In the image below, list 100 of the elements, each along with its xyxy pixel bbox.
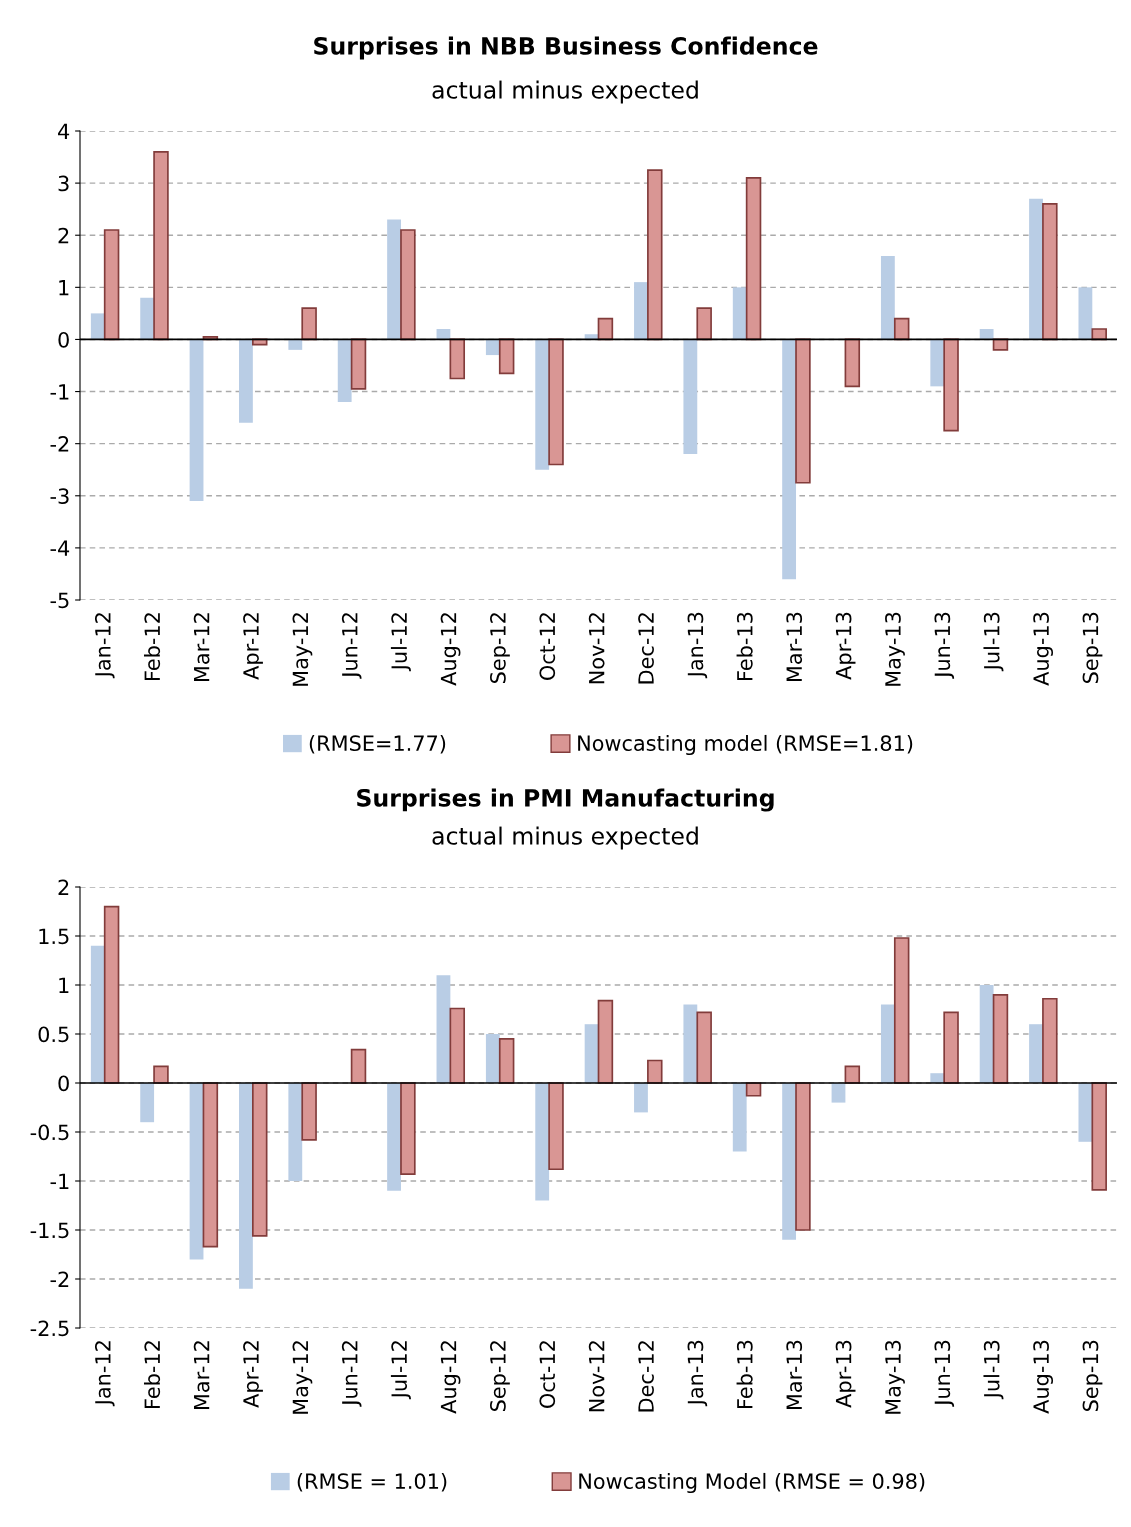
bar (140, 297, 155, 340)
x-tick-label: Feb-13 (736, 612, 753, 680)
bar (647, 1059, 663, 1084)
bar (535, 1083, 550, 1201)
bar (992, 993, 1009, 1084)
x-tick-label: Feb-13 (736, 1340, 753, 1408)
bar (400, 229, 416, 341)
x-tick-label: Apr-13 (835, 612, 856, 680)
bar (288, 1083, 303, 1181)
bar (795, 1082, 811, 1231)
x-tick-label: Aug-12 (440, 613, 461, 686)
x-tick-label: Jan-12 (94, 613, 115, 679)
bar (288, 339, 303, 350)
x-tick-label: Sep-12 (490, 613, 510, 684)
bar (1042, 203, 1058, 341)
bar (498, 1038, 515, 1084)
bar (350, 338, 367, 390)
x-tick-label: May-12 (292, 613, 313, 686)
x-tick-label: Jan-12 (94, 1341, 115, 1407)
bar (548, 1082, 564, 1171)
x-tick-label: Dec-12 (638, 1341, 654, 1412)
x-tick-label: Jun-12 (341, 1341, 362, 1407)
bar (498, 338, 515, 375)
x-tick-label: Jul-13 (983, 612, 1004, 672)
x-tick-label: May-13 (885, 612, 905, 686)
bar (634, 1083, 648, 1113)
y-tick-label: -2 (50, 436, 69, 452)
bar (1029, 1024, 1043, 1083)
bar (880, 1004, 895, 1083)
y-tick-label: -1 (50, 384, 69, 400)
x-tick-label: Jan-13 (687, 1340, 708, 1407)
bar (485, 1034, 500, 1083)
bar (647, 169, 663, 341)
x-tick-label: Feb-12 (143, 613, 161, 680)
y-tick-label: 0.5 (38, 1026, 69, 1043)
bar (337, 339, 352, 402)
bar (795, 338, 811, 484)
y-tick-label: 4 (58, 123, 70, 139)
x-tick-label: Jun-13 (934, 612, 955, 679)
x-tick-label: May-13 (885, 1340, 905, 1414)
x-tick-label: Sep-13 (1082, 1340, 1103, 1412)
y-tick-label: 3 (58, 175, 69, 192)
bar (103, 229, 120, 341)
bar (449, 338, 466, 380)
legend-label: Nowcasting model (RMSE=1.81) (578, 734, 913, 756)
bar (696, 307, 712, 341)
x-tick-label: Jun-12 (341, 613, 362, 679)
bar (745, 177, 762, 341)
bar (1042, 997, 1058, 1084)
bar (350, 1048, 367, 1084)
y-tick-label: -1.5 (30, 1222, 69, 1239)
bar (239, 1083, 253, 1289)
bar (683, 339, 698, 455)
x-tick-label: Aug-12 (440, 1341, 461, 1414)
x-tick-label: Jul-12 (390, 613, 411, 672)
y-tick-label: 0 (58, 331, 69, 348)
bar (732, 287, 747, 340)
x-tick-label: Jan-13 (687, 612, 708, 679)
bar (387, 1083, 401, 1191)
bar (696, 1011, 712, 1084)
x-tick-label: Nov-12 (588, 1341, 605, 1412)
bar (251, 1082, 268, 1237)
bar (301, 307, 317, 341)
y-tick-label: 2 (58, 879, 69, 895)
bar (189, 339, 204, 501)
x-tick-label: Jun-13 (934, 1340, 955, 1407)
bar (732, 1083, 747, 1152)
x-tick-label: Oct-12 (539, 1341, 556, 1408)
y-tick-label: -2 (50, 1271, 69, 1287)
bar (844, 338, 861, 388)
bar (485, 339, 500, 356)
bar (584, 1024, 599, 1083)
x-tick-label: Jul-12 (390, 1341, 411, 1400)
bar (189, 1083, 204, 1260)
x-tick-label: Nov-12 (588, 613, 605, 684)
y-tick-label: -4 (50, 540, 70, 556)
x-tick-label: Dec-12 (638, 613, 654, 684)
bar (1091, 328, 1107, 341)
bar (436, 329, 451, 340)
x-tick-label: Mar-12 (193, 1341, 210, 1410)
x-tick-label: Jul-13 (983, 1340, 1004, 1400)
bar (597, 317, 614, 341)
bar (387, 219, 401, 340)
y-tick-label: -2.5 (30, 1320, 69, 1337)
bar (153, 151, 169, 341)
x-tick-label: Feb-12 (143, 1341, 161, 1408)
bar (782, 1083, 797, 1240)
bar (831, 1083, 846, 1103)
bar (202, 1082, 219, 1248)
bar (782, 339, 797, 580)
bar (943, 338, 959, 432)
bar (1091, 1082, 1107, 1191)
chart-subtitle: actual minus expected (432, 80, 698, 104)
y-tick-label: 2 (58, 227, 69, 244)
y-tick-label: -0.5 (30, 1124, 69, 1141)
bar (930, 339, 945, 387)
x-tick-label: Mar-13 (786, 1340, 803, 1410)
x-tick-label: Apr-12 (243, 613, 263, 680)
bar (548, 338, 564, 466)
legend-label: (RMSE = 1.01) (297, 1472, 447, 1492)
